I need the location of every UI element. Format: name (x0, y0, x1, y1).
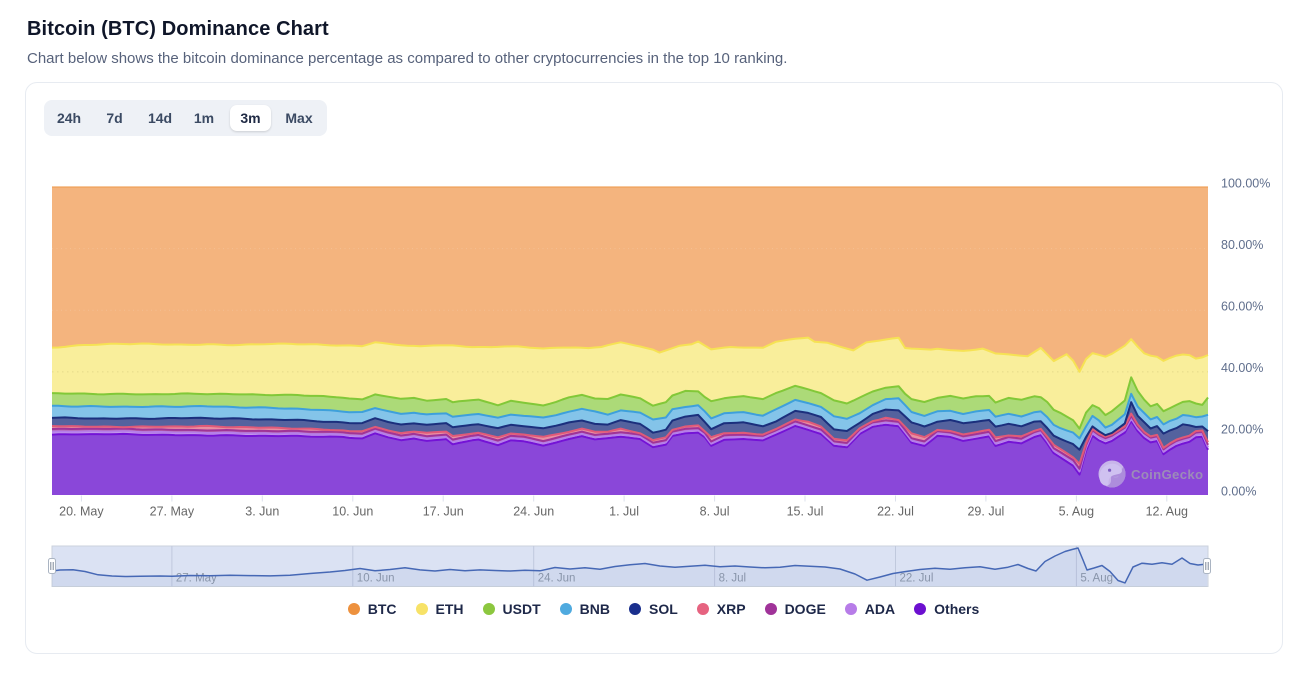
svg-text:CoinGecko: CoinGecko (1131, 467, 1203, 482)
svg-text:22. Jul: 22. Jul (877, 505, 914, 519)
svg-text:5. Aug: 5. Aug (1059, 505, 1094, 519)
svg-text:12. Aug: 12. Aug (1146, 505, 1188, 519)
svg-text:0.00%: 0.00% (1221, 484, 1256, 498)
svg-text:17. Jun: 17. Jun (423, 505, 464, 519)
svg-text:20.00%: 20.00% (1221, 423, 1263, 437)
svg-text:29. Jul: 29. Jul (967, 505, 1004, 519)
svg-text:40.00%: 40.00% (1221, 361, 1263, 375)
svg-text:10. Jun: 10. Jun (357, 573, 395, 585)
svg-text:20. May: 20. May (59, 505, 104, 519)
svg-text:15. Jul: 15. Jul (787, 505, 824, 519)
svg-text:80.00%: 80.00% (1221, 238, 1263, 252)
svg-text:8. Jul: 8. Jul (700, 505, 730, 519)
svg-text:22. Jul: 22. Jul (900, 573, 934, 585)
svg-text:1. Jul: 1. Jul (609, 505, 639, 519)
svg-text:27. May: 27. May (150, 505, 195, 519)
svg-text:10. Jun: 10. Jun (332, 505, 373, 519)
svg-text:24. Jun: 24. Jun (538, 573, 576, 585)
svg-text:24. Jun: 24. Jun (513, 505, 554, 519)
svg-text:100.00%: 100.00% (1221, 176, 1270, 190)
svg-text:5. Aug: 5. Aug (1080, 573, 1113, 585)
svg-text:8. Jul: 8. Jul (719, 573, 747, 585)
svg-text:60.00%: 60.00% (1221, 300, 1263, 314)
svg-text:3. Jun: 3. Jun (245, 505, 279, 519)
